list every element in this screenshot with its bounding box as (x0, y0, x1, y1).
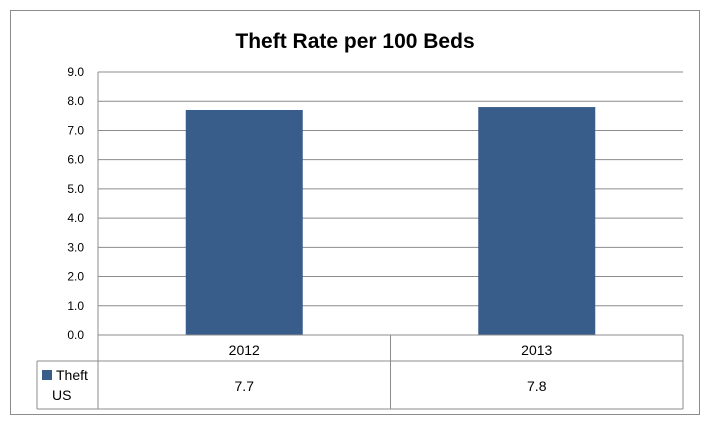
category-label: 2012 (229, 342, 260, 358)
y-tick-label: 8.0 (67, 94, 84, 108)
y-tick-label: 1.0 (67, 299, 84, 313)
y-tick-label: 0.0 (67, 328, 84, 342)
y-tick-label: 7.0 (67, 123, 84, 137)
legend-label: Theft US (52, 367, 88, 403)
chart-title: Theft Rate per 100 Beds (235, 30, 474, 53)
legend-swatch (42, 370, 52, 380)
data-table-value: 7.8 (527, 378, 547, 394)
bar (185, 109, 303, 335)
y-tick-label: 2.0 (67, 270, 84, 284)
y-tick-label: 5.0 (67, 182, 84, 196)
y-tick-label: 3.0 (67, 240, 84, 254)
category-label: 2013 (521, 342, 552, 358)
y-tick-label: 6.0 (67, 153, 84, 167)
y-tick-label: 4.0 (67, 211, 84, 225)
axes: 0.0 1.0 2.0 3.0 4.0 5.0 6.0 7.0 8.0 9.0 (67, 65, 99, 409)
bars (185, 107, 596, 335)
bar (478, 107, 596, 335)
data-table-value: 7.7 (235, 378, 255, 394)
y-tick-label: 9.0 (67, 65, 84, 79)
data-table: 2012 2013 Theft US 7.7 7.8 (36, 334, 684, 410)
